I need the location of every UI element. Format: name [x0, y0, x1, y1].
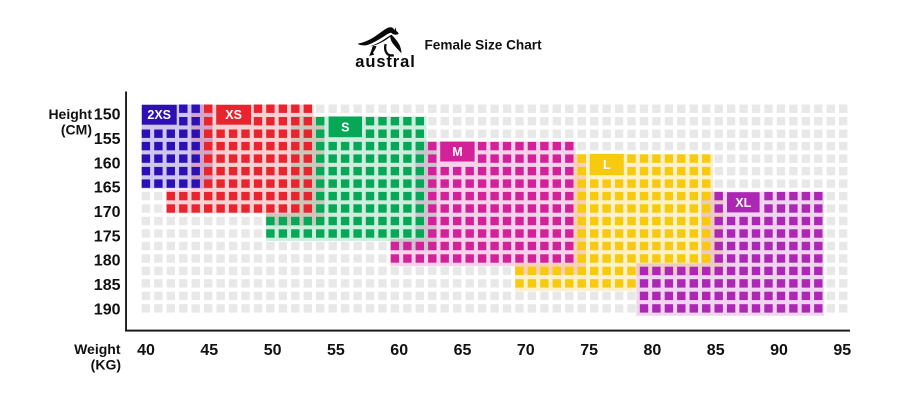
svg-text:50: 50 [264, 342, 282, 359]
svg-text:Weight: Weight [74, 341, 121, 357]
svg-text:155: 155 [94, 131, 121, 148]
svg-text:2XS: 2XS [147, 108, 171, 122]
svg-text:XS: XS [225, 108, 242, 122]
svg-text:(CM): (CM) [61, 122, 92, 138]
svg-text:185: 185 [94, 277, 121, 294]
svg-text:55: 55 [327, 342, 345, 359]
svg-text:165: 165 [94, 180, 121, 197]
svg-text:175: 175 [94, 228, 121, 245]
svg-text:85: 85 [707, 342, 725, 359]
svg-text:L: L [603, 158, 611, 172]
svg-text:austral: austral [355, 53, 415, 71]
svg-text:S: S [341, 120, 349, 134]
svg-text:70: 70 [517, 342, 535, 359]
svg-text:45: 45 [200, 342, 218, 359]
svg-text:60: 60 [390, 342, 408, 359]
svg-text:180: 180 [94, 253, 121, 270]
svg-text:190: 190 [94, 301, 121, 318]
svg-text:80: 80 [644, 342, 662, 359]
svg-text:Female Size Chart: Female Size Chart [425, 38, 543, 53]
svg-text:95: 95 [833, 342, 851, 359]
svg-text:160: 160 [94, 155, 121, 172]
svg-text:40: 40 [137, 342, 155, 359]
svg-text:65: 65 [454, 342, 472, 359]
svg-text:75: 75 [580, 342, 598, 359]
svg-text:170: 170 [94, 204, 121, 221]
svg-text:M: M [452, 145, 462, 159]
svg-text:Height: Height [48, 106, 92, 122]
svg-text:(KG): (KG) [91, 357, 121, 373]
svg-text:150: 150 [94, 107, 121, 124]
svg-text:XL: XL [735, 196, 751, 210]
svg-text:90: 90 [770, 342, 788, 359]
